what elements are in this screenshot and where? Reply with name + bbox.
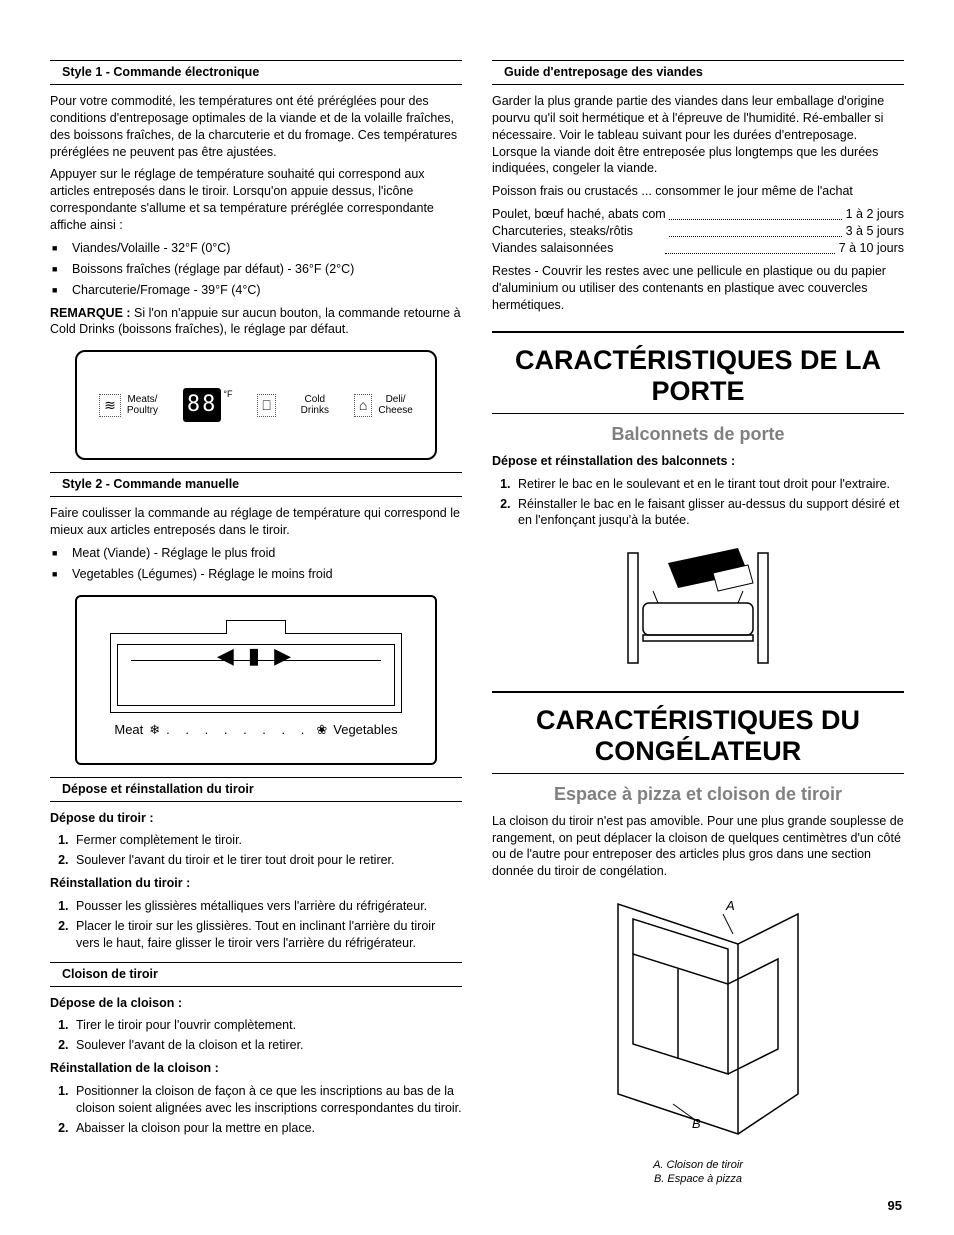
meats-icon: ≋	[99, 394, 121, 417]
style1-p1: Pour votre commodité, les températures o…	[50, 93, 462, 161]
step-item: Placer le tiroir sur les glissières. Tou…	[72, 918, 462, 952]
fig-label-b: B	[692, 1116, 701, 1131]
meat-guide-heading: Guide d'entreposage des viandes	[492, 60, 904, 85]
freezer-p1: La cloison du tiroir n'est pas amovible.…	[492, 813, 904, 881]
fig-label-a: A	[725, 898, 735, 913]
figure-caption: A. Cloison de tiroir B. Espace à pizza	[568, 1158, 828, 1187]
temp-unit: °F	[223, 388, 232, 400]
bullet-item: Meat (Viande) - Réglage le plus froid	[72, 545, 462, 562]
door-title: CARACTÉRISTIQUES DE LA PORTE	[492, 345, 904, 407]
figure-electronic-control: ≋ Meats/Poultry 88 °F ⎕ ColdDrinks ⌂ Del…	[75, 350, 438, 460]
freezer-title: CARACTÉRISTIQUES DU CONGÉLATEUR	[492, 705, 904, 767]
door-bins-label: Dépose et réinstallation des balconnets …	[492, 453, 904, 470]
style2-heading: Style 2 - Commande manuelle	[50, 472, 462, 497]
right-column: Guide d'entreposage des viandes Garder l…	[492, 50, 904, 1201]
style1-heading: Style 1 - Commande électronique	[50, 60, 462, 85]
figure-freezer-drawer: A B A. Cloison de tiroir B. Espace à piz…	[568, 894, 828, 1187]
fig2-meat-label: Meat	[114, 721, 143, 739]
fig1-label: Meats/Poultry	[127, 394, 158, 416]
fig2-dots: . . . . . . . .	[166, 721, 310, 739]
step-item: Abaisser la cloison pour la mettre en pl…	[72, 1120, 462, 1137]
style1-p2: Appuyer sur le réglage de température so…	[50, 166, 462, 234]
drawer-install-steps: Pousser les glissières métalliques vers …	[50, 898, 462, 952]
meat-p2: Restes - Couvrir les restes avec une pel…	[492, 263, 904, 314]
fig1-label: ColdDrinks	[301, 394, 329, 416]
meat-row: Poulet, bœuf haché, abats comestibles (f…	[492, 206, 904, 223]
meat-row: Charcuteries, steaks/rôtis3 à 5 jours	[492, 223, 904, 240]
bottle-icon: ⎕	[257, 394, 275, 417]
meat-row: Viandes salaisonnées7 à 10 jours	[492, 240, 904, 257]
fig1-cold: ⎕	[257, 394, 275, 417]
meat-storage-table: Poisson frais ou crustacés ... consommer…	[492, 183, 904, 257]
snowflake-icon: ❄	[149, 721, 160, 739]
step-item: Soulever l'avant du tiroir et le tirer t…	[72, 852, 462, 869]
left-column: Style 1 - Commande électronique Pour vot…	[50, 50, 462, 1201]
drawer-heading: Dépose et réinstallation du tiroir	[50, 777, 462, 802]
bullet-item: Boissons fraîches (réglage par défaut) -…	[72, 261, 462, 278]
cheese-icon: ⌂	[354, 394, 372, 417]
page-number: 95	[888, 1197, 902, 1215]
drawer-remove-label: Dépose du tiroir :	[50, 810, 462, 827]
fig1-deli: ⌂ Deli/Cheese	[354, 394, 413, 417]
divider-remove-label: Dépose de la cloison :	[50, 995, 462, 1012]
fig2-arrows: ◀ ▮ ▶	[217, 641, 295, 671]
leaf-icon: ❀	[316, 721, 327, 739]
bullet-item: Charcuterie/Fromage - 39°F (4°C)	[72, 282, 462, 299]
fig1-cold-label: ColdDrinks	[301, 394, 329, 416]
divider-remove-steps: Tirer le tiroir pour l'ouvrir complèteme…	[50, 1017, 462, 1054]
fig2-labels: Meat ❄ . . . . . . . . ❀ Vegetables	[87, 721, 426, 739]
step-item: Tirer le tiroir pour l'ouvrir complèteme…	[72, 1017, 462, 1034]
bullet-item: Viandes/Volaille - 32°F (0°C)	[72, 240, 462, 257]
drawer-remove-steps: Fermer complètement le tiroir. Soulever …	[50, 832, 462, 869]
step-item: Retirer le bac en le soulevant et en le …	[514, 476, 904, 493]
divider-install-label: Réinstallation de la cloison :	[50, 1060, 462, 1077]
fig1-display: 88 °F	[183, 388, 233, 422]
figure-manual-control: ◀ ▮ ▶ Meat ❄ . . . . . . . . ❀ Vegetable…	[75, 595, 438, 765]
style1-remark: REMARQUE : Si l'on n'appuie sur aucun bo…	[50, 305, 462, 339]
step-item: Fermer complètement le tiroir.	[72, 832, 462, 849]
door-bins-steps: Retirer le bac en le soulevant et en le …	[492, 476, 904, 530]
meat-p1: Garder la plus grande partie des viandes…	[492, 93, 904, 177]
bullet-item: Vegetables (Légumes) - Réglage le moins …	[72, 566, 462, 583]
door-section: CARACTÉRISTIQUES DE LA PORTE Balconnets …	[492, 331, 904, 673]
style2-bullets: Meat (Viande) - Réglage le plus froid Ve…	[50, 545, 462, 583]
figure-door-bin	[593, 543, 803, 673]
remark-label: REMARQUE :	[50, 306, 131, 320]
step-item: Positionner la cloison de façon à ce que…	[72, 1083, 462, 1117]
fig1-meats: ≋ Meats/Poultry	[99, 394, 158, 417]
style1-bullets: Viandes/Volaille - 32°F (0°C) Boissons f…	[50, 240, 462, 299]
drawer-install-label: Réinstallation du tiroir :	[50, 875, 462, 892]
step-item: Pousser les glissières métalliques vers …	[72, 898, 462, 915]
divider-install-steps: Positionner la cloison de façon à ce que…	[50, 1083, 462, 1137]
freezer-subtitle: Espace à pizza et cloison de tiroir	[492, 782, 904, 806]
door-subtitle: Balconnets de porte	[492, 422, 904, 446]
freezer-section: CARACTÉRISTIQUES DU CONGÉLATEUR Espace à…	[492, 691, 904, 1186]
step-item: Soulever l'avant de la cloison et la ret…	[72, 1037, 462, 1054]
meat-row: Poisson frais ou crustacés ... consommer…	[492, 183, 904, 200]
divider-heading: Cloison de tiroir	[50, 962, 462, 987]
fig1-label: Deli/Cheese	[378, 394, 412, 416]
step-item: Réinstaller le bac en le faisant glisser…	[514, 496, 904, 530]
fig2-veg-label: Vegetables	[333, 721, 397, 739]
temp-display: 88	[183, 388, 222, 422]
style2-p1: Faire coulisser la commande au réglage d…	[50, 505, 462, 539]
